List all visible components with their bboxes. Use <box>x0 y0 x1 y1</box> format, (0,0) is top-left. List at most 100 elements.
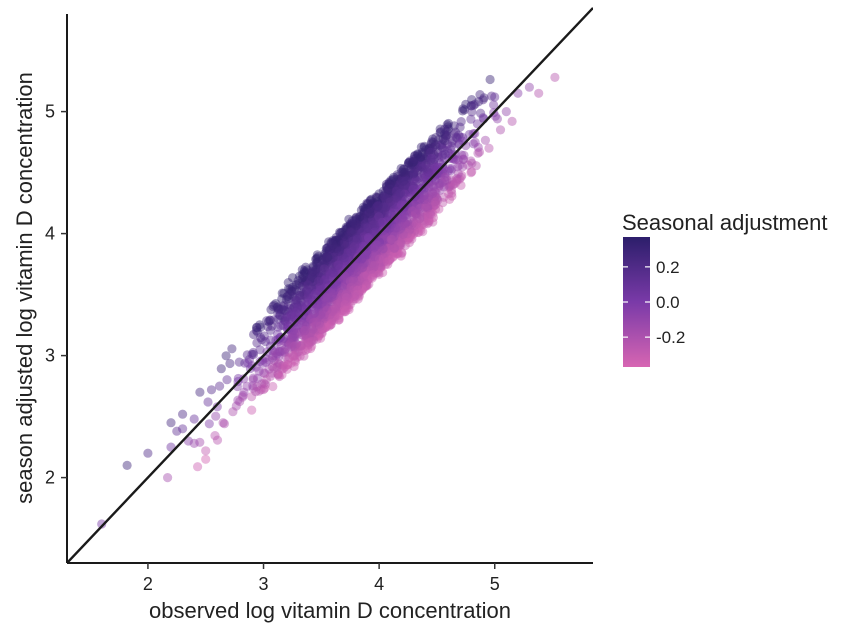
data-point <box>346 241 356 251</box>
data-point <box>422 210 432 220</box>
data-point <box>299 310 309 320</box>
data-point <box>403 206 414 216</box>
data-point <box>351 287 361 297</box>
data-point <box>321 293 331 303</box>
data-point <box>426 207 436 217</box>
data-point <box>321 317 331 327</box>
data-point <box>273 308 283 318</box>
data-point <box>356 282 366 292</box>
data-point <box>346 245 356 255</box>
data-point <box>405 187 415 197</box>
data-point <box>297 346 308 356</box>
data-point <box>392 245 402 255</box>
data-point <box>458 132 468 143</box>
data-point <box>289 302 299 312</box>
data-point <box>298 318 308 328</box>
data-point <box>328 246 338 256</box>
data-point <box>215 381 225 391</box>
data-point <box>405 189 415 199</box>
data-point <box>338 227 348 237</box>
data-point <box>358 228 368 238</box>
data-point <box>423 147 434 157</box>
data-point <box>340 279 350 289</box>
data-point <box>304 311 314 321</box>
data-point <box>320 257 330 267</box>
data-point <box>412 156 422 167</box>
data-point <box>337 236 347 246</box>
data-point <box>387 186 397 196</box>
data-point <box>384 193 394 203</box>
data-point <box>340 288 350 298</box>
data-point <box>273 369 283 379</box>
data-point <box>275 347 285 357</box>
data-point <box>373 204 383 214</box>
data-point <box>487 91 497 101</box>
data-point <box>378 193 388 203</box>
data-point <box>422 210 433 220</box>
data-point <box>356 274 366 284</box>
data-point <box>379 231 390 241</box>
data-point <box>337 249 347 259</box>
data-point <box>436 127 446 137</box>
data-point <box>367 253 377 263</box>
data-point <box>397 167 407 177</box>
data-point <box>388 206 398 216</box>
data-point <box>370 226 381 236</box>
data-point <box>314 320 324 330</box>
data-point <box>301 319 311 329</box>
data-point <box>327 292 337 302</box>
data-point <box>426 176 436 186</box>
data-point <box>380 208 390 218</box>
data-point <box>328 253 338 263</box>
data-point <box>380 220 390 230</box>
data-point <box>422 207 432 217</box>
data-point <box>295 340 305 351</box>
data-point <box>335 282 345 292</box>
data-point <box>430 204 441 214</box>
data-point <box>385 241 395 251</box>
data-point <box>355 270 365 280</box>
data-point <box>396 251 406 261</box>
data-point <box>401 176 411 186</box>
data-point <box>392 180 402 190</box>
data-point <box>348 285 358 295</box>
data-point <box>307 268 317 278</box>
data-point <box>343 300 353 310</box>
data-point <box>336 260 346 270</box>
data-point <box>393 243 403 253</box>
data-point <box>314 280 324 290</box>
data-point <box>348 224 358 235</box>
data-point <box>325 283 335 293</box>
data-point <box>338 296 348 306</box>
data-point <box>360 265 370 275</box>
data-point <box>362 223 372 233</box>
data-point <box>442 126 452 136</box>
data-point <box>360 203 370 213</box>
data-point <box>319 310 329 320</box>
data-point <box>338 245 348 255</box>
data-point <box>302 344 313 354</box>
data-point <box>345 292 355 302</box>
data-point <box>322 243 332 253</box>
data-point <box>412 195 423 205</box>
data-point <box>303 288 313 298</box>
data-point <box>295 304 305 314</box>
data-point <box>350 279 360 289</box>
data-point <box>346 272 356 282</box>
data-point <box>413 190 423 200</box>
data-point <box>435 140 445 150</box>
data-point <box>371 221 381 231</box>
data-point <box>329 258 339 268</box>
data-point <box>384 177 394 187</box>
data-point <box>397 174 407 184</box>
data-point <box>382 243 392 253</box>
data-point <box>449 129 459 139</box>
data-point <box>321 292 331 302</box>
data-point <box>447 164 457 174</box>
data-point <box>347 244 357 254</box>
data-point <box>358 234 369 245</box>
data-point <box>397 248 407 258</box>
data-point <box>409 182 419 192</box>
data-point <box>418 165 428 176</box>
data-point <box>363 210 373 221</box>
